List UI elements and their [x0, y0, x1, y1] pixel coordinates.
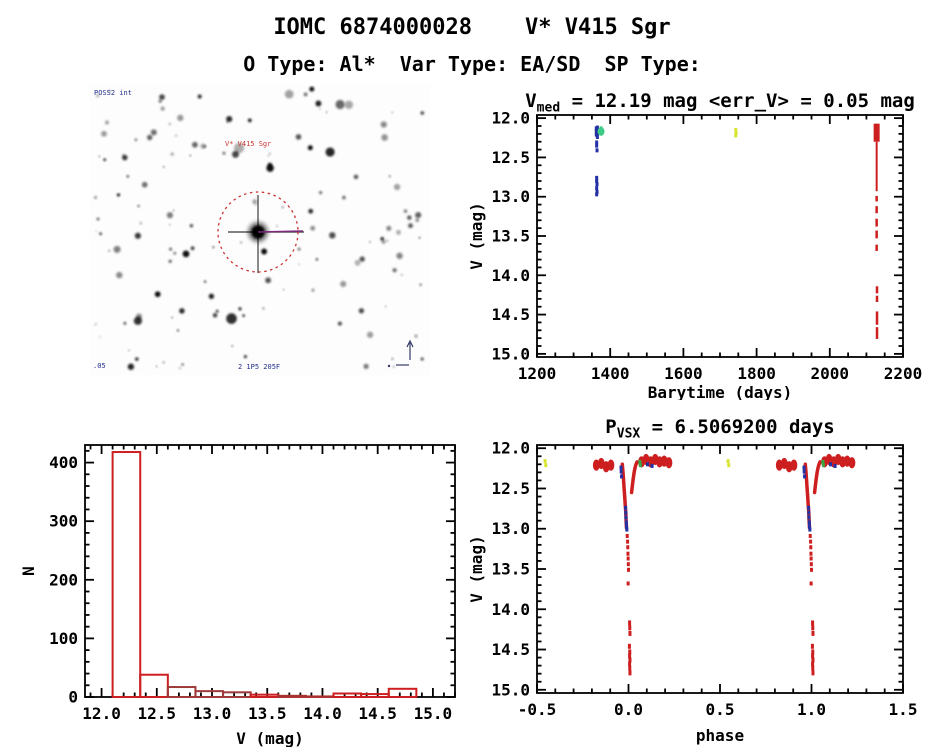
finding-chart-annotations: POSS2 int V* V415 Sgr .05 2 1P5 205F [93, 89, 414, 371]
y-tick-label: 14.0 [491, 266, 530, 285]
x-tick-label: 13.5 [248, 704, 287, 723]
histogram-bar [111, 451, 142, 698]
phase-plot-panel: -0.5 0.0 0.5 1.0 1.5 12.0 12.5 13.0 13.5 14.0 14.5… [470, 400, 944, 747]
phase-series-red-faint-bottom [625, 533, 813, 586]
x-tick-label: 14.0 [303, 704, 342, 723]
histogram-bar [277, 694, 307, 699]
y-tick-label: 15.0 [491, 344, 530, 363]
histogram-bar [166, 686, 197, 698]
lightcurve-xlabel: Barytime (days) [648, 383, 793, 400]
lightcurve-ylabel: V (mag) [470, 202, 486, 269]
x-tick-label: 2000 [811, 364, 850, 383]
target-circle [217, 191, 299, 273]
histogram-bars [111, 451, 418, 699]
phase-series-yellow [543, 459, 731, 468]
histogram-bar [332, 692, 363, 699]
page-title: IOMC 6874000028 V* V415 Sgr [273, 15, 671, 40]
x-tick-label: 1800 [737, 364, 776, 383]
pointer-line [257, 230, 304, 233]
y-tick-label: 14.0 [491, 600, 530, 619]
y-tick-label: 13.5 [491, 227, 530, 246]
y-tick-label: 12.0 [491, 439, 530, 458]
lightcurve-series-epoch1-blue [594, 125, 599, 197]
scale-label: .05 [93, 362, 106, 370]
histogram-plot: 12.0 12.5 13.0 13.5 14.0 14.5 15.0 0 100 200 300 40… [20, 444, 456, 747]
lightcurve-axis-labels: 1200 1400 1600 1800 2000 2200 12.0 12.5 13.0 13.5… [470, 109, 922, 400]
target-label: V* V415 Sgr [225, 140, 271, 148]
coords-label: 2 1P5 205F [238, 363, 280, 371]
lightcurve-plot: 1200 1400 1600 1800 2000 2200 12.0 12.5 13.0 13.5… [470, 90, 922, 400]
x-tick-label: 13.0 [193, 704, 232, 723]
histogram-ylabel: N [20, 566, 38, 576]
x-tick-label: 0.0 [614, 700, 643, 719]
histogram-bar [304, 695, 335, 698]
x-tick-label: 1200 [518, 364, 557, 383]
star-field [94, 86, 425, 370]
y-tick-label: 400 [49, 453, 78, 472]
x-tick-label: -0.5 [518, 700, 557, 719]
x-tick-label: 12.0 [82, 704, 121, 723]
lightcurve-series-epoch3-red [873, 123, 880, 339]
lightcurve-panel: 1200 1400 1600 1800 2000 2200 12.0 12.5 13.0 13.5… [470, 86, 944, 400]
phase-xlabel: phase [696, 726, 744, 745]
histogram-bar [249, 693, 280, 699]
x-tick-label: 12.5 [138, 704, 177, 723]
lightcurve-title: Vmed = 12.19 mag <err_V> = 0.05 mag [525, 90, 915, 116]
y-tick-label: 200 [49, 570, 78, 589]
x-tick-label: 1400 [591, 364, 630, 383]
y-tick-label: 14.5 [491, 640, 530, 659]
x-tick-label: 15.0 [414, 704, 453, 723]
phase-series-green [638, 459, 825, 468]
y-tick-label: 13.5 [491, 560, 530, 579]
phase-axes [536, 444, 904, 694]
target-star [217, 191, 304, 273]
lightcurve-series-epoch1-green [597, 126, 605, 136]
x-tick-label: 0.5 [706, 700, 735, 719]
x-tick-label: 1.0 [797, 700, 826, 719]
y-tick-label: 12.0 [491, 109, 530, 128]
compass-icon [387, 339, 414, 368]
finding-chart-panel: POSS2 int V* V415 Sgr .05 2 1P5 205F [90, 85, 430, 375]
y-tick-label: 13.0 [491, 187, 530, 206]
y-tick-label: 14.5 [491, 305, 530, 324]
y-tick-label: 300 [49, 512, 78, 531]
finding-chart-image: POSS2 int V* V415 Sgr .05 2 1P5 205F [93, 86, 425, 371]
x-tick-label: 1.5 [889, 700, 918, 719]
histogram-panel: 12.0 12.5 13.0 13.5 14.0 14.5 15.0 0 100 200 300 40… [20, 420, 470, 747]
phase-series-red-egress [629, 460, 822, 495]
y-tick-label: 15.0 [491, 680, 530, 699]
histogram-bar [194, 690, 225, 698]
phase-plot: -0.5 0.0 0.5 1.0 1.5 12.0 12.5 13.0 13.5 14.0 14.5… [470, 416, 917, 745]
y-tick-label: 12.5 [491, 148, 530, 167]
phase-series-red-ingress [620, 462, 812, 530]
histogram-bar [139, 673, 169, 699]
lightcurve-series-epoch2-yellow [734, 127, 738, 138]
x-tick-label: 2200 [884, 364, 923, 383]
page-subtitle: O Type: Al* Var Type: EA/SD SP Type: [243, 52, 701, 76]
y-tick-label: 0 [68, 688, 78, 707]
y-tick-label: 12.5 [491, 479, 530, 498]
histogram-bar [360, 693, 390, 698]
x-tick-label: 1600 [664, 364, 703, 383]
y-tick-label: 100 [49, 629, 78, 648]
phase-ylabel: V (mag) [470, 535, 486, 602]
histogram-axis-labels: 12.0 12.5 13.0 13.5 14.0 14.5 15.0 0 100 200 300 40… [20, 453, 452, 747]
survey-label: POSS2 int [94, 89, 132, 97]
lightcurve-axes [536, 114, 904, 358]
histogram-bar [222, 691, 252, 698]
histogram-bar [387, 687, 418, 698]
y-tick-label: 13.0 [491, 519, 530, 538]
phase-series-blue-eclipse [619, 462, 837, 532]
x-tick-label: 14.5 [358, 704, 397, 723]
phase-series-red-deep [627, 620, 815, 676]
phase-axis-labels: -0.5 0.0 0.5 1.0 1.5 12.0 12.5 13.0 13.5 14.0 14.5… [470, 439, 917, 745]
histogram-xlabel: V (mag) [236, 729, 303, 747]
phase-title: PVSX = 6.5069200 days [605, 416, 834, 442]
